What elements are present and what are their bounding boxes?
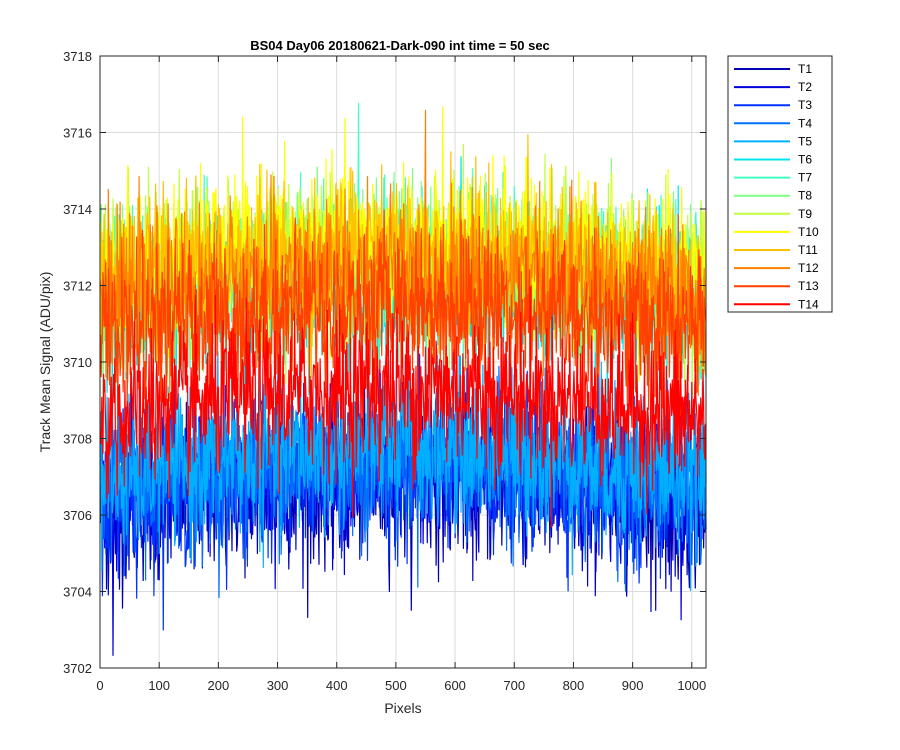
legend-entry-t1: T1 [734, 62, 812, 76]
y-tick-label: 3706 [63, 508, 92, 523]
legend-label: T9 [798, 207, 812, 221]
axis-ticks: 0 100 200 300 400 500 600 700 800 900 1000 3702 3704… [63, 49, 706, 693]
legend-label: T1 [798, 62, 812, 76]
y-tick-label: 3712 [63, 279, 92, 294]
series-line-t5 [100, 308, 707, 591]
x-axis-label: Pixels [384, 700, 421, 716]
y-tick-label: 3702 [63, 661, 92, 676]
plot-area: 0 100 200 300 400 500 600 700 800 900 1000 3702 3704… [63, 49, 707, 693]
legend-entry-t2: T2 [734, 80, 812, 94]
legend-label: T8 [798, 189, 812, 203]
legend-entry-t10: T10 [734, 225, 819, 239]
series-layer [100, 102, 707, 656]
legend-label: T3 [798, 98, 812, 112]
x-tick-label: 200 [208, 678, 230, 693]
y-tick-label: 3716 [63, 126, 92, 141]
legend-label: T6 [798, 153, 812, 167]
legend: T1 T2 T3 T4 T5 T6 T7 T8 T9 T10 T11 T12 T13 T14 [727, 55, 833, 313]
legend-entry-t4: T4 [734, 116, 812, 130]
x-tick-label: 300 [267, 678, 289, 693]
series-line-t14 [100, 286, 707, 528]
x-tick-label: 600 [444, 678, 466, 693]
legend-label: T11 [798, 243, 818, 257]
legend-entry-t13: T13 [734, 279, 819, 293]
x-tick-label: 1000 [677, 678, 706, 693]
legend-entry-t9: T9 [734, 207, 812, 221]
legend-label: T2 [798, 80, 812, 94]
legend-label: T12 [798, 261, 819, 275]
legend-entry-t7: T7 [734, 171, 812, 185]
x-tick-label: 900 [622, 678, 644, 693]
legend-entry-t11: T11 [734, 243, 818, 257]
legend-entry-t5: T5 [734, 134, 812, 148]
x-tick-label: 800 [563, 678, 585, 693]
legend-entry-t8: T8 [734, 189, 812, 203]
legend-label: T14 [798, 297, 819, 311]
series-line-t13 [100, 209, 707, 423]
legend-entry-t6: T6 [734, 153, 812, 167]
y-tick-label: 3718 [63, 49, 92, 64]
legend-label: T4 [798, 116, 812, 130]
x-tick-label: 400 [326, 678, 348, 693]
x-tick-label: 0 [96, 678, 103, 693]
chart-title: BS04 Day06 20180621-Dark-090 int time = … [250, 38, 550, 53]
legend-entry-t12: T12 [734, 261, 819, 275]
legend-label: T10 [798, 225, 819, 239]
x-tick-label: 100 [148, 678, 170, 693]
legend-label: T5 [798, 134, 812, 148]
y-tick-label: 3708 [63, 432, 92, 447]
y-tick-label: 3704 [63, 585, 92, 600]
y-tick-label: 3710 [63, 355, 92, 370]
y-tick-label: 3714 [63, 202, 92, 217]
legend-box [727, 55, 833, 313]
legend-entry-t14: T14 [734, 297, 819, 311]
legend-entry-t3: T3 [734, 98, 812, 112]
legend-label: T13 [798, 279, 819, 293]
legend-label: T7 [798, 171, 812, 185]
y-axis-label: Track Mean Signal (ADU/pix) [37, 272, 53, 453]
x-tick-label: 700 [503, 678, 525, 693]
x-tick-label: 500 [385, 678, 407, 693]
